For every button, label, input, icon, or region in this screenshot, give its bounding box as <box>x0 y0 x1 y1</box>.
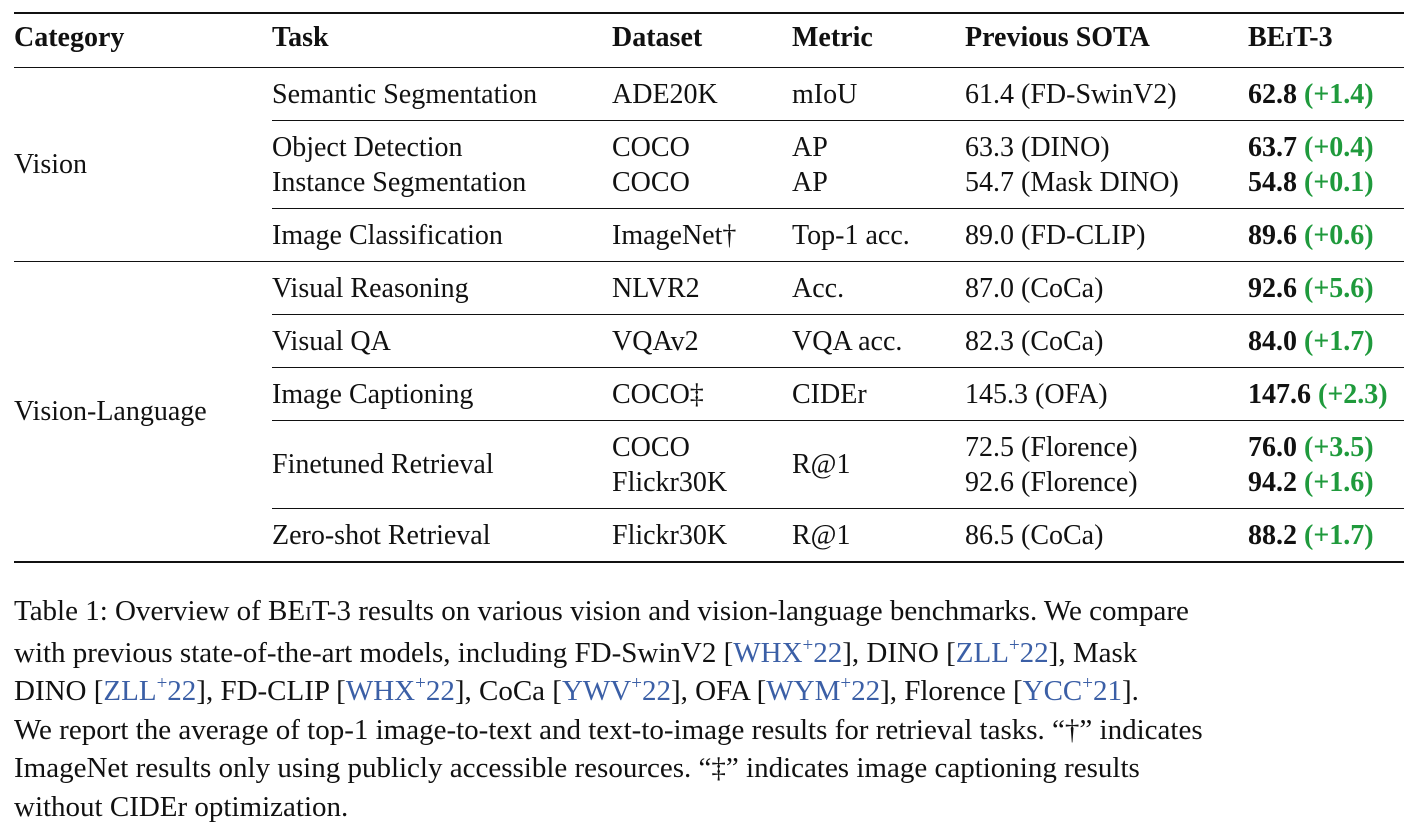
beit3-gain: (+1.7) <box>1304 326 1374 357</box>
beit3-cell: 76.0 (+3.5) 94.2 (+1.6) <box>1248 421 1404 509</box>
beit3-cell: 63.7 (+0.4) 54.8 (+0.1) <box>1248 121 1404 209</box>
caption-line: with previous state-of-the-art models, i… <box>14 634 1406 673</box>
beit3-gain: (+0.4) <box>1304 132 1374 163</box>
header-task: Task <box>272 13 612 68</box>
citation-link[interactable]: WHX+22 <box>733 637 842 669</box>
beit3-score: 54.8 <box>1248 167 1297 198</box>
caption-line: without CIDEr optimization. <box>14 788 1406 826</box>
header-category: Category <box>14 13 272 68</box>
previous-sota-cell: 145.3 (OFA) <box>965 368 1248 421</box>
table-row: Vision Semantic Segmentation ADE20K mIoU… <box>14 68 1404 121</box>
metric-cell: R@1 <box>792 421 965 509</box>
metric-cell: R@1 <box>792 509 965 563</box>
table-row: Vision-Language Visual Reasoning NLVR2 A… <box>14 262 1404 315</box>
beit3-gain: (+0.6) <box>1304 220 1374 251</box>
beit3-gain: (+5.6) <box>1304 273 1374 304</box>
beit3-cell: 147.6 (+2.3) <box>1248 368 1404 421</box>
caption-line: ImageNet results only using publicly acc… <box>14 749 1406 788</box>
metric-cell: Top-1 acc. <box>792 209 965 262</box>
citation-link[interactable]: YWV+22 <box>562 675 671 707</box>
beit3-score: 84.0 <box>1248 326 1297 357</box>
beit3-cell: 92.6 (+5.6) <box>1248 262 1404 315</box>
previous-sota-cell: 63.3 (DINO)54.7 (Mask DINO) <box>965 121 1248 209</box>
previous-sota-cell: 82.3 (CoCa) <box>965 315 1248 368</box>
dataset-cell: ImageNet† <box>612 209 792 262</box>
results-table: Category Task Dataset Metric Previous SO… <box>14 12 1404 563</box>
previous-sota-cell: 72.5 (Florence)92.6 (Florence) <box>965 421 1248 509</box>
table-caption: Table 1: Overview of BEIT-3 results on v… <box>14 592 1406 826</box>
task-cell: Semantic Segmentation <box>272 68 612 121</box>
previous-sota-cell: 86.5 (CoCa) <box>965 509 1248 563</box>
beit3-gain: (+1.7) <box>1304 520 1374 551</box>
header-row: Category Task Dataset Metric Previous SO… <box>14 13 1404 68</box>
beit3-score: 63.7 <box>1248 132 1297 163</box>
beit3-cell: 62.8 (+1.4) <box>1248 68 1404 121</box>
caption-line: We report the average of top-1 image-to-… <box>14 711 1406 750</box>
task-cell: Visual QA <box>272 315 612 368</box>
header-previous-sota: Previous SOTA <box>965 13 1248 68</box>
previous-sota-cell: 89.0 (FD-CLIP) <box>965 209 1248 262</box>
beit3-gain: (+3.5) <box>1304 432 1374 463</box>
citation-link[interactable]: WHX+22 <box>346 675 455 707</box>
dataset-cell: VQAv2 <box>612 315 792 368</box>
beit3-score: 94.2 <box>1248 467 1297 498</box>
beit3-score: 147.6 <box>1248 379 1311 410</box>
task-cell: Image Captioning <box>272 368 612 421</box>
header-metric: Metric <box>792 13 965 68</box>
task-cell: Visual Reasoning <box>272 262 612 315</box>
task-cell: Finetuned Retrieval <box>272 421 612 509</box>
citation-link[interactable]: ZLL+22 <box>103 675 196 707</box>
header-dataset: Dataset <box>612 13 792 68</box>
dataset-cell: COCO‡ <box>612 368 792 421</box>
beit3-gain: (+1.6) <box>1304 467 1374 498</box>
dataset-cell: NLVR2 <box>612 262 792 315</box>
beit3-gain: (+0.1) <box>1304 167 1374 198</box>
task-cell: Image Classification <box>272 209 612 262</box>
citation-link[interactable]: YCC+21 <box>1023 675 1122 707</box>
beit3-score: 92.6 <box>1248 273 1297 304</box>
beit3-cell: 84.0 (+1.7) <box>1248 315 1404 368</box>
task-cell: Zero-shot Retrieval <box>272 509 612 563</box>
beit3-cell: 89.6 (+0.6) <box>1248 209 1404 262</box>
metric-cell: VQA acc. <box>792 315 965 368</box>
beit3-score: 89.6 <box>1248 220 1297 251</box>
dataset-cell: Flickr30K <box>612 509 792 563</box>
dataset-cell: ADE20K <box>612 68 792 121</box>
previous-sota-cell: 61.4 (FD-SwinV2) <box>965 68 1248 121</box>
metric-cell: CIDEr <box>792 368 965 421</box>
metric-cell: Acc. <box>792 262 965 315</box>
beit3-score: 62.8 <box>1248 79 1297 110</box>
caption-line: Table 1: Overview of BEIT-3 results on v… <box>14 592 1406 634</box>
beit3-score: 76.0 <box>1248 432 1297 463</box>
category-vision-language: Vision-Language <box>14 262 272 563</box>
header-beit3: BEIT-3 <box>1248 13 1404 68</box>
citation-link[interactable]: WYM+22 <box>766 675 880 707</box>
citation-link[interactable]: ZLL+22 <box>956 637 1049 669</box>
previous-sota-cell: 87.0 (CoCa) <box>965 262 1248 315</box>
beit3-score: 88.2 <box>1248 520 1297 551</box>
category-vision: Vision <box>14 68 272 262</box>
metric-cell: mIoU <box>792 68 965 121</box>
caption-line: DINO [ZLL+22], FD-CLIP [WHX+22], CoCa [Y… <box>14 672 1406 711</box>
beit3-gain: (+2.3) <box>1318 379 1388 410</box>
beit3-gain: (+1.4) <box>1304 79 1374 110</box>
beit3-cell: 88.2 (+1.7) <box>1248 509 1404 563</box>
